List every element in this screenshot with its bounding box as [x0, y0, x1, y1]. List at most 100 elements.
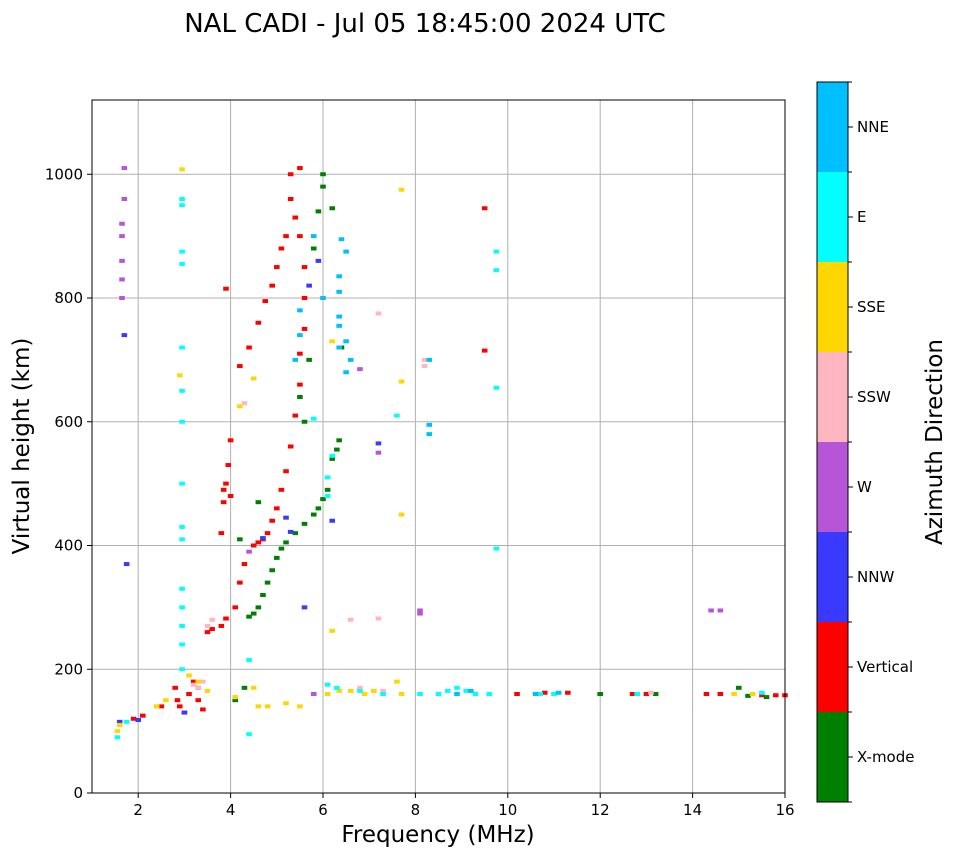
data-point	[324, 487, 331, 492]
data-point	[241, 401, 248, 406]
data-point	[274, 506, 280, 511]
data-point	[551, 692, 557, 696]
data-point	[119, 234, 125, 239]
data-point	[204, 630, 211, 635]
colorbar-tick-label: Vertical	[857, 658, 913, 676]
data-point	[292, 215, 299, 220]
plot-area	[92, 100, 785, 793]
data-point	[759, 690, 765, 695]
data-point	[481, 206, 488, 211]
data-point	[264, 580, 271, 585]
data-point	[306, 357, 312, 362]
data-point	[114, 729, 121, 734]
plot-frame	[91, 99, 786, 794]
data-point	[264, 531, 271, 536]
data-point	[398, 512, 405, 517]
x-tick-label: 6	[318, 801, 328, 819]
data-point	[315, 506, 322, 511]
data-point	[292, 357, 299, 362]
data-point	[629, 692, 636, 696]
data-point	[717, 692, 724, 696]
data-point	[320, 296, 326, 300]
data-point	[493, 268, 500, 273]
colorbar-swatch	[817, 172, 848, 262]
data-point	[347, 357, 354, 362]
data-point	[225, 463, 232, 468]
data-point	[181, 710, 188, 715]
data-point	[287, 529, 294, 534]
x-tick-label: 4	[226, 801, 236, 819]
data-point	[375, 616, 382, 621]
data-point	[223, 616, 229, 621]
data-point	[158, 704, 165, 709]
y-tick-label: 800	[54, 289, 83, 307]
data-point	[338, 237, 345, 242]
data-point	[179, 481, 185, 486]
data-point	[176, 704, 183, 709]
data-point	[186, 673, 192, 678]
data-point	[119, 221, 125, 226]
data-point	[246, 657, 252, 662]
data-point	[357, 367, 363, 372]
data-point	[454, 685, 460, 690]
data-point	[421, 364, 428, 369]
data-point	[237, 580, 243, 585]
data-point	[278, 546, 285, 551]
data-point	[329, 628, 336, 633]
data-point	[380, 688, 386, 693]
data-point	[223, 286, 229, 291]
data-point	[717, 608, 724, 613]
data-point	[703, 692, 710, 696]
data-point	[394, 679, 400, 684]
data-point	[772, 693, 779, 698]
data-point	[310, 246, 317, 251]
data-point	[283, 469, 289, 474]
data-point	[565, 690, 571, 695]
colorbar-swatch	[817, 712, 848, 802]
data-point	[493, 249, 500, 254]
x-tick-label: 8	[411, 801, 421, 819]
data-point	[759, 693, 765, 698]
data-point	[301, 419, 308, 424]
data-point	[343, 339, 349, 344]
data-point	[380, 692, 386, 696]
data-point	[218, 531, 225, 536]
data-point	[179, 537, 185, 542]
data-point	[652, 692, 659, 696]
data-point	[179, 667, 185, 672]
x-tick-label: 12	[591, 801, 610, 819]
data-point	[232, 605, 239, 610]
data-point	[597, 692, 603, 696]
y-tick-label: 1000	[45, 165, 83, 183]
data-point	[336, 274, 342, 279]
data-point	[731, 692, 737, 696]
data-point	[114, 735, 121, 740]
data-point	[745, 693, 751, 698]
data-point	[398, 187, 405, 192]
data-point	[329, 453, 336, 458]
data-point	[209, 627, 215, 632]
data-point	[329, 339, 336, 344]
data-point	[472, 692, 479, 696]
data-point	[283, 515, 289, 520]
data-point	[357, 685, 363, 690]
data-point	[260, 536, 266, 541]
data-point	[179, 642, 185, 647]
data-point	[237, 364, 243, 369]
series-e	[114, 197, 765, 740]
data-point	[336, 323, 342, 328]
data-point	[274, 555, 280, 560]
data-point	[190, 679, 197, 684]
data-point	[255, 320, 262, 325]
x-axis-ticks: 2 4 6 8 10 12 14 16	[133, 793, 795, 819]
data-point	[232, 695, 239, 700]
data-point	[336, 688, 342, 693]
data-point	[262, 299, 269, 304]
data-point	[140, 713, 146, 718]
data-point	[227, 438, 234, 443]
data-point	[119, 277, 125, 282]
data-point	[179, 623, 185, 628]
data-point	[336, 345, 342, 350]
y-tick-label: 200	[54, 660, 83, 678]
data-point	[301, 265, 308, 270]
